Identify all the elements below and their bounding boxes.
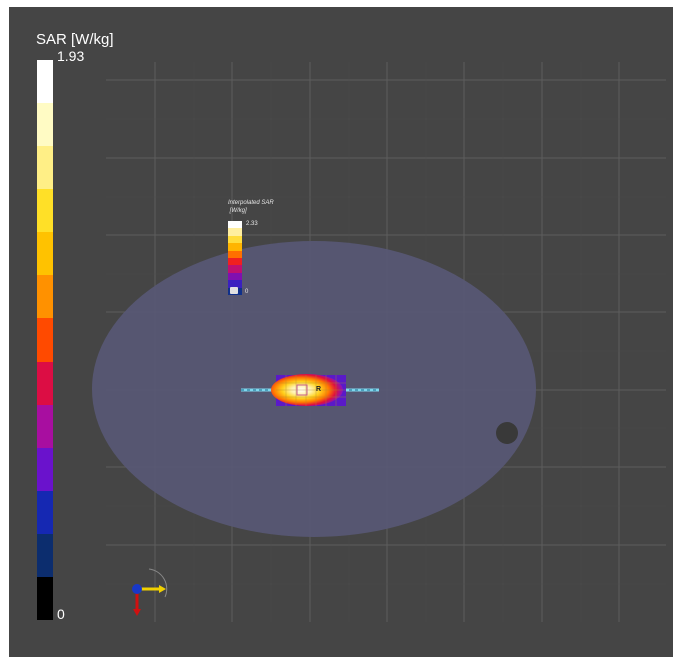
hotspot-label: R	[316, 386, 321, 393]
scale-icon[interactable]	[230, 287, 238, 294]
colorbar-max-label: 1.93	[57, 48, 85, 64]
phantom-hole	[496, 422, 518, 444]
inset-colorbar	[228, 221, 242, 296]
legend-title: SAR [W/kg]	[36, 31, 114, 48]
inset-max-label: 2.33	[246, 221, 258, 227]
colorbar-min-label: 0	[57, 606, 65, 622]
orientation-axes-icon[interactable]	[132, 568, 168, 616]
3d-viewport[interactable]: R SAR [W/kg] 1.93 0 Interpolated SAR [W/…	[9, 7, 673, 657]
inset-legend-title: Interpolated SAR [W/kg]	[228, 200, 274, 214]
scene-canvas[interactable]: R	[9, 7, 673, 657]
sar-hotspot: R	[271, 374, 346, 406]
inset-min-label: 0	[245, 289, 249, 295]
sar-colorbar	[37, 60, 53, 621]
